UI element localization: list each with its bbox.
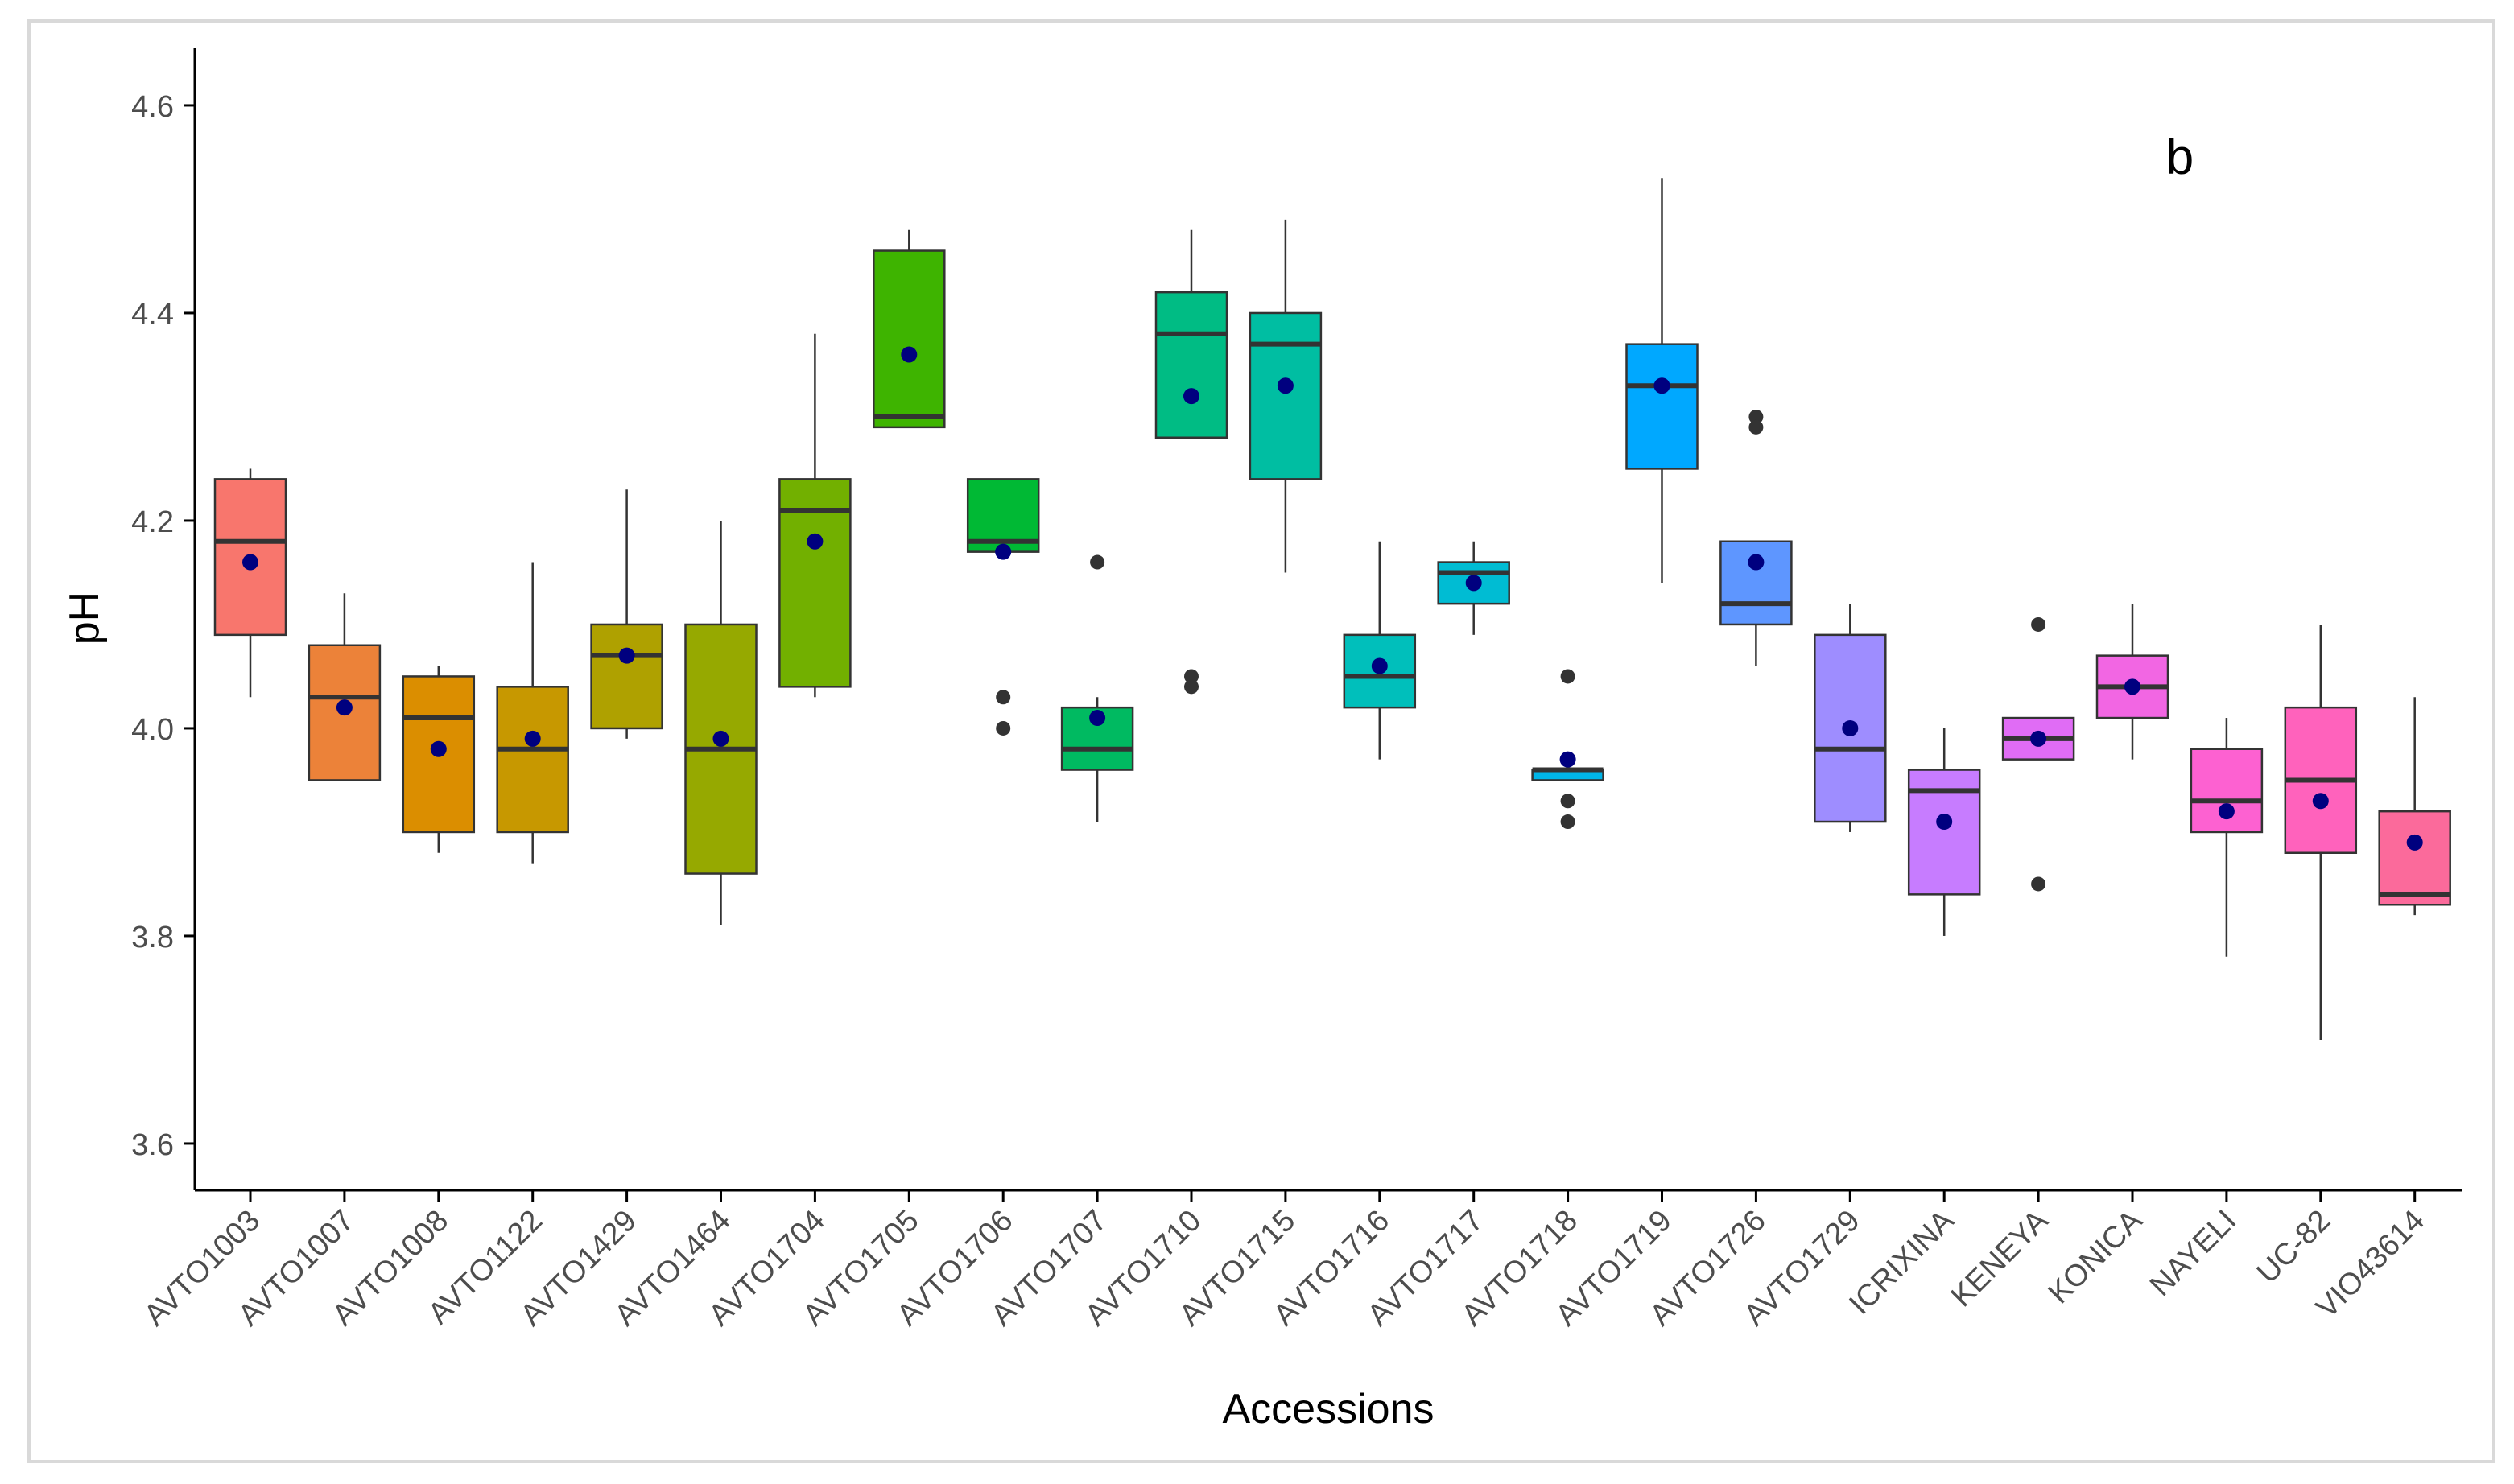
mean-point: [1936, 814, 1953, 831]
box-group: [1814, 604, 1887, 832]
box-group: [1907, 728, 1981, 936]
box-body: [1060, 706, 1134, 771]
box-body: [778, 478, 852, 688]
mean-point: [2030, 730, 2047, 747]
box-group: [1343, 541, 1417, 760]
box-group: [2378, 697, 2451, 916]
box-group: [2095, 604, 2169, 760]
y-tick-label: 4.0: [131, 713, 174, 747]
outlier-point: [996, 720, 1011, 736]
mean-point: [2312, 793, 2329, 810]
box-group: [778, 333, 852, 698]
box-body: [873, 249, 946, 429]
box-group: [2001, 616, 2075, 892]
box-body: [496, 686, 569, 834]
box-group: [308, 593, 382, 781]
box-group: [402, 666, 476, 853]
outlier-point: [996, 690, 1011, 705]
mean-point: [524, 730, 541, 747]
box-body: [1249, 311, 1323, 480]
box-group: [1625, 178, 1699, 583]
outlier-point: [1184, 679, 1199, 695]
y-tick-label: 4.2: [131, 505, 174, 539]
mean-point: [1465, 575, 1482, 592]
box-group: [2190, 718, 2264, 957]
mean-point: [1748, 554, 1765, 571]
outlier-point: [1560, 669, 1575, 684]
x-axis-title: Accessions: [1223, 1386, 1435, 1432]
mean-point: [242, 554, 258, 571]
outlier-point: [1560, 794, 1575, 809]
y-tick-label: 4.4: [131, 298, 174, 332]
y-tick-label: 4.6: [131, 90, 174, 124]
box-group: [590, 489, 663, 739]
box-group: [1154, 229, 1228, 695]
mean-point: [1183, 388, 1199, 405]
outlier-point: [2031, 616, 2046, 632]
outlier-point: [1090, 554, 1105, 570]
mean-point: [995, 543, 1012, 560]
box-group: [1719, 409, 1793, 666]
box-group: [1531, 669, 1604, 830]
box-body: [1625, 343, 1699, 470]
mean-point: [1559, 751, 1576, 768]
outlier-point: [2031, 876, 2046, 892]
mean-point: [1371, 657, 1388, 674]
box-group: [966, 478, 1040, 736]
mean-point: [1277, 377, 1294, 394]
box-group: [873, 229, 946, 429]
box-group: [1060, 554, 1134, 822]
mean-point: [807, 533, 824, 550]
box-group: [496, 562, 569, 864]
outlier-point: [1184, 669, 1199, 684]
outlier-point: [1748, 409, 1764, 424]
mean-point: [430, 740, 447, 757]
y-axis-title: pH: [61, 592, 108, 645]
mean-point: [1842, 719, 1859, 736]
mean-point: [2218, 803, 2235, 820]
mean-point: [1089, 710, 1106, 727]
box-body: [2190, 748, 2264, 834]
outlier-point: [1560, 814, 1575, 830]
mean-point: [901, 346, 918, 363]
outlier-point: [1748, 419, 1764, 435]
mean-point: [712, 730, 729, 747]
panel-label: b: [2166, 130, 2194, 185]
box-body: [590, 623, 663, 730]
box-group: [684, 520, 758, 926]
box-group: [1437, 541, 1510, 635]
y-tick-label: 3.6: [131, 1128, 174, 1162]
plot-area: [213, 178, 2451, 1040]
box-body: [1154, 291, 1228, 439]
mean-point: [1653, 377, 1670, 394]
box-body: [2378, 810, 2451, 906]
box-group: [1249, 219, 1323, 573]
y-tick-label: 3.8: [131, 921, 174, 954]
box-group: [2284, 624, 2358, 1040]
box-body: [1719, 540, 1793, 626]
mean-point: [2124, 678, 2140, 695]
mean-point: [336, 699, 353, 716]
mean-point: [2406, 834, 2423, 851]
box-group: [213, 468, 287, 698]
mean-point: [618, 647, 635, 664]
